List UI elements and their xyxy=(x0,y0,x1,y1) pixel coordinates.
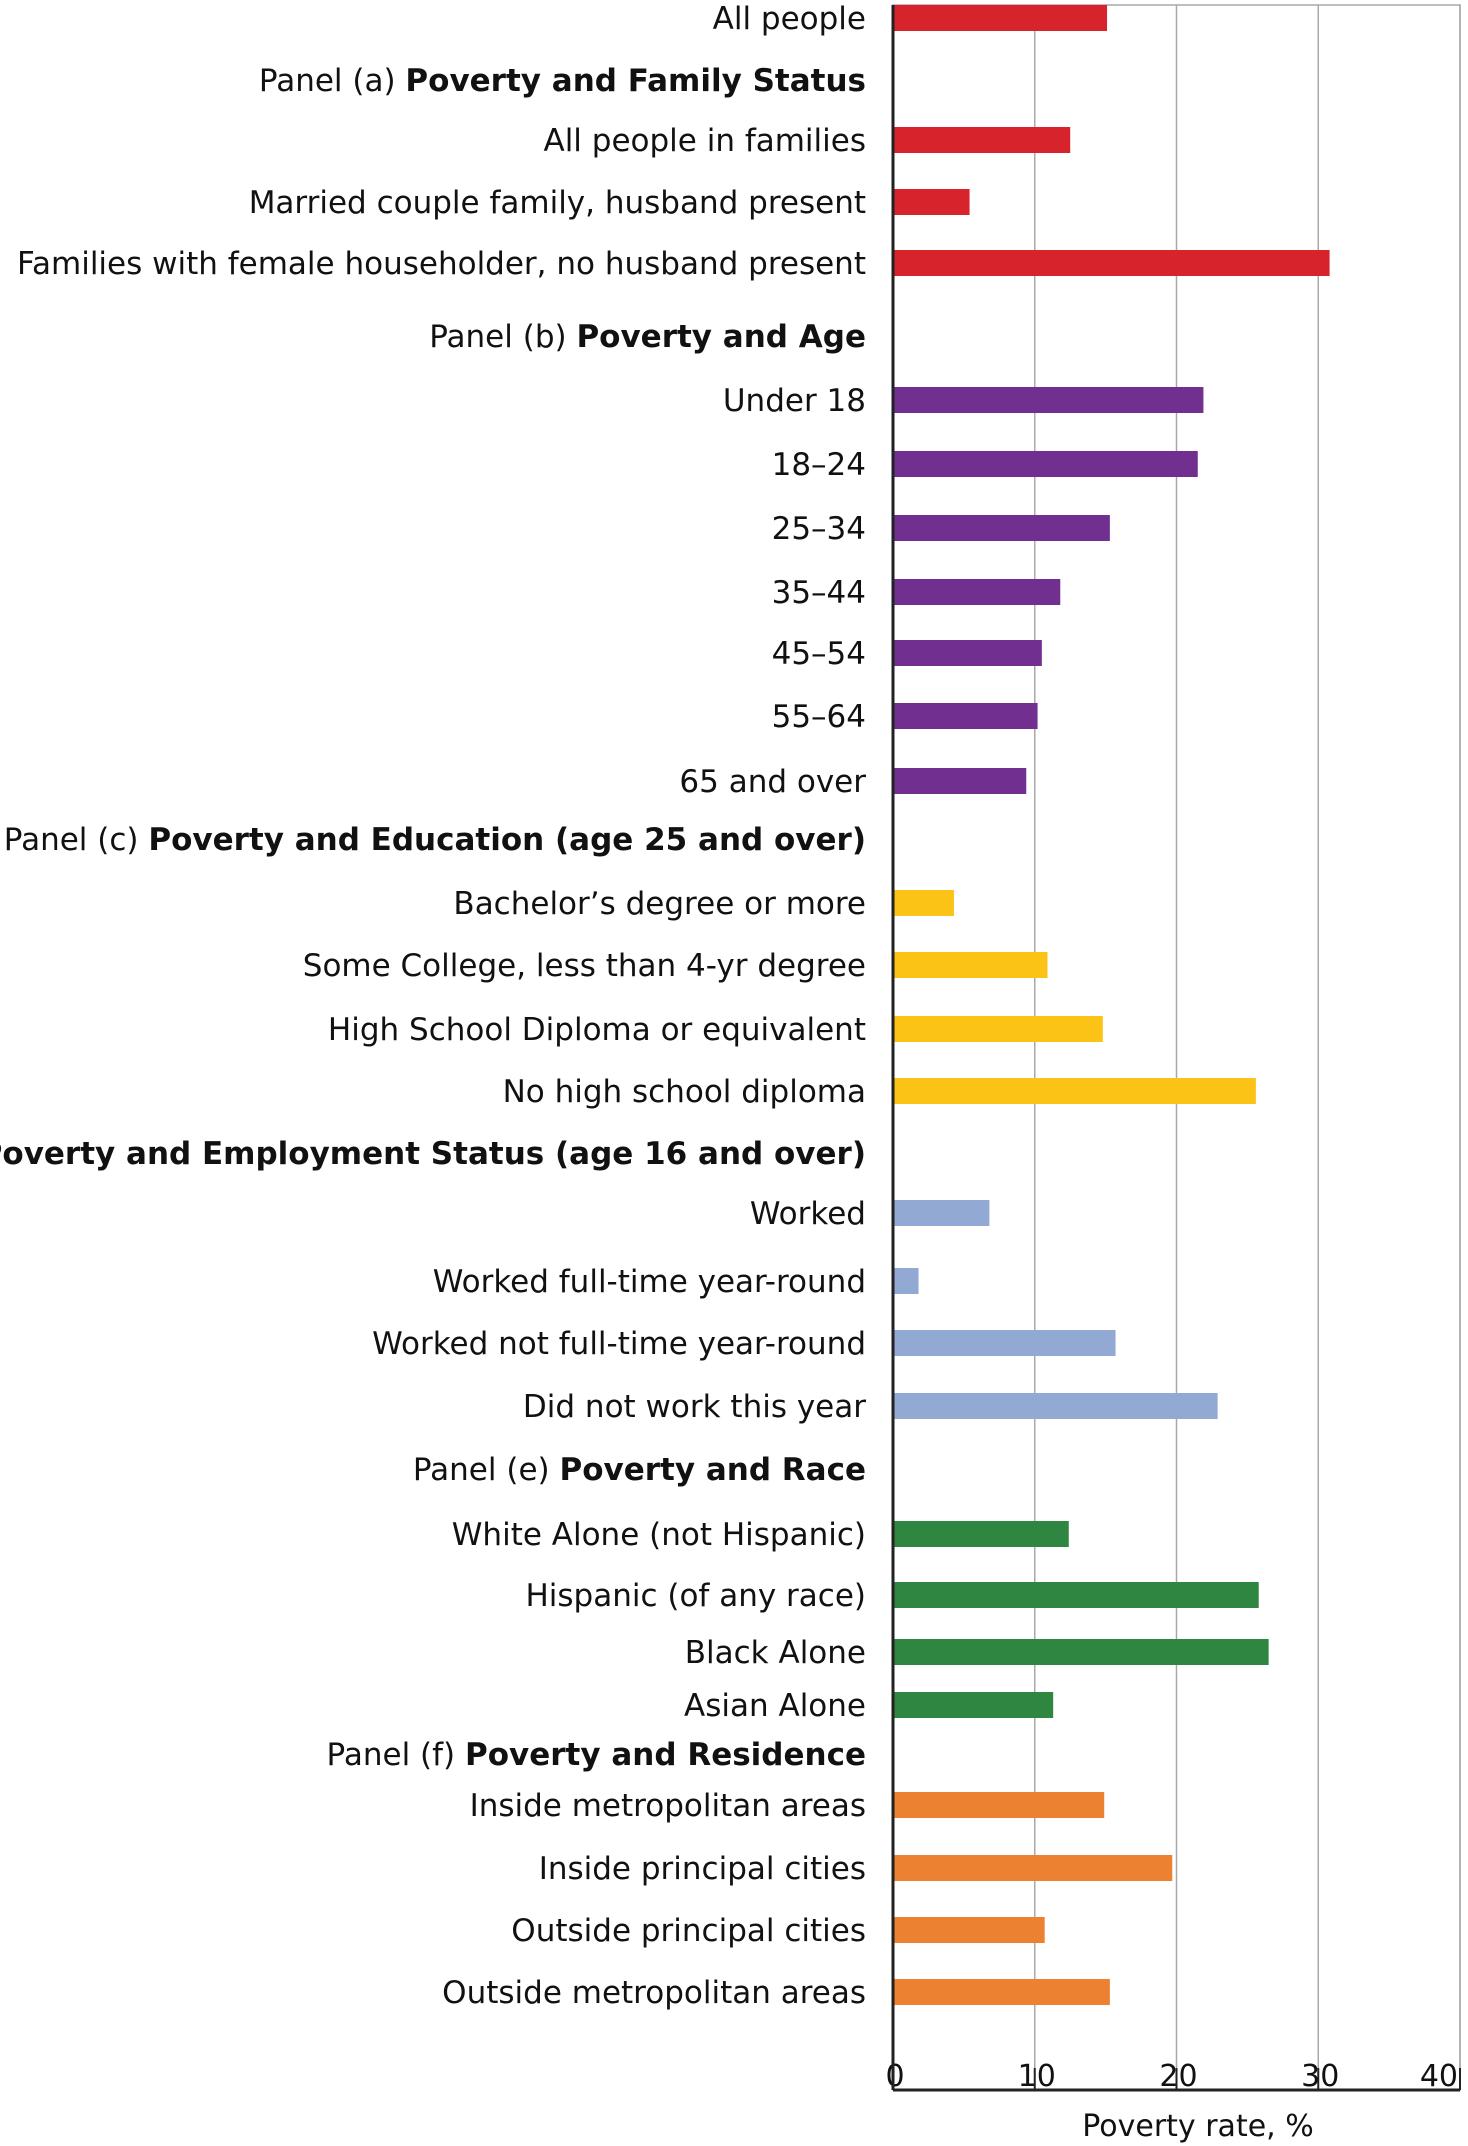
bar-some-college-less-than-4-yr-degree xyxy=(893,952,1048,978)
bar-worked xyxy=(893,1200,990,1226)
row-label-35-44: 35–44 xyxy=(772,575,866,611)
bar-outside-principal-cities xyxy=(893,1917,1045,1943)
row-label-hispanic-of-any-race: Hispanic (of any race) xyxy=(525,1578,866,1614)
panel-header-poverty-and-employment-status-age-16-and-over: Panel (d) Poverty and Employment Status … xyxy=(0,1136,866,1172)
row-label-outside-metropolitan-areas: Outside metropolitan areas xyxy=(442,1975,866,2011)
bar-inside-metropolitan-areas xyxy=(893,1792,1105,1818)
panel-header-poverty-and-age: Panel (b) Poverty and Age xyxy=(429,319,866,355)
bar-outside-metropolitan-areas xyxy=(893,1979,1110,2005)
x-tick-label-0: 0 xyxy=(885,2059,904,2094)
row-label-25-34: 25–34 xyxy=(772,511,866,547)
row-label-all-people-in-families: All people in families xyxy=(543,123,866,159)
row-label-married-couple-family-husband-present: Married couple family, husband present xyxy=(249,185,866,221)
bar-under-18 xyxy=(893,387,1204,413)
row-label-worked-full-time-year-round: Worked full-time year-round xyxy=(433,1264,866,1300)
bar-worked-full-time-year-round xyxy=(893,1268,919,1294)
row-label-did-not-work-this-year: Did not work this year xyxy=(523,1389,866,1425)
row-label-under-18: Under 18 xyxy=(723,383,866,419)
row-label-high-school-diploma-or-equivalent: High School Diploma or equivalent xyxy=(328,1012,866,1048)
row-label-asian-alone: Asian Alone xyxy=(684,1688,866,1724)
row-label-inside-metropolitan-areas: Inside metropolitan areas xyxy=(470,1788,866,1824)
row-label-black-alone: Black Alone xyxy=(685,1635,866,1671)
bar-bachelor-s-degree-or-more xyxy=(893,890,954,916)
row-label-worked: Worked xyxy=(750,1196,866,1232)
x-axis-title: Poverty rate, % xyxy=(1082,2109,1314,2144)
row-label-55-64: 55–64 xyxy=(772,699,866,735)
bar-white-alone-not-hispanic xyxy=(893,1521,1069,1547)
panel-header-poverty-and-race: Panel (e) Poverty and Race xyxy=(413,1452,866,1488)
row-label-18-24: 18–24 xyxy=(772,447,866,483)
bar-did-not-work-this-year xyxy=(893,1393,1218,1419)
bar-asian-alone xyxy=(893,1692,1054,1718)
row-label-worked-not-full-time-year-round: Worked not full-time year-round xyxy=(372,1326,866,1362)
row-label-45-54: 45–54 xyxy=(772,636,866,672)
bar-no-high-school-diploma xyxy=(893,1078,1256,1104)
bar-hispanic-of-any-race xyxy=(893,1582,1259,1608)
bar-all-people xyxy=(893,5,1108,31)
bar-black-alone xyxy=(893,1639,1269,1665)
bar-married-couple-family-husband-present xyxy=(893,189,970,215)
bar-high-school-diploma-or-equivalent xyxy=(893,1016,1103,1042)
bar-all-people-in-families xyxy=(893,127,1071,153)
bar-worked-not-full-time-year-round xyxy=(893,1330,1116,1356)
panel-header-poverty-and-education-age-25-and-over: Panel (c) Poverty and Education (age 25 … xyxy=(4,822,866,858)
bar-45-54 xyxy=(893,640,1042,666)
bar-families-with-female-householder-no-husband-present xyxy=(893,250,1330,276)
row-label-families-with-female-householder-no-husband-present: Families with female householder, no hus… xyxy=(17,246,866,282)
panel-header-poverty-and-family-status: Panel (a) Poverty and Family Status xyxy=(259,63,866,99)
row-label-all-people: All people xyxy=(713,1,866,37)
row-label-65-and-over: 65 and over xyxy=(679,764,866,800)
row-label-no-high-school-diploma: No high school diploma xyxy=(503,1074,866,1110)
x-tick-label-10: 10 xyxy=(1018,2059,1056,2094)
x-tick-label-20: 20 xyxy=(1159,2059,1197,2094)
bar-25-34 xyxy=(893,515,1110,541)
bar-inside-principal-cities xyxy=(893,1855,1173,1881)
row-label-bachelor-s-degree-or-more: Bachelor’s degree or more xyxy=(453,886,866,922)
panel-header-poverty-and-residence: Panel (f) Poverty and Residence xyxy=(327,1737,866,1773)
bar-18-24 xyxy=(893,451,1198,477)
bar-65-and-over xyxy=(893,768,1027,794)
x-tick-label-30: 30 xyxy=(1301,2059,1339,2094)
bar-35-44 xyxy=(893,579,1061,605)
row-label-white-alone-not-hispanic: White Alone (not Hispanic) xyxy=(452,1517,866,1553)
bar-55-64 xyxy=(893,703,1038,729)
x-tick-label-40: 40 xyxy=(1420,2059,1458,2094)
row-label-outside-principal-cities: Outside principal cities xyxy=(511,1913,866,1949)
row-label-inside-principal-cities: Inside principal cities xyxy=(539,1851,866,1887)
row-label-some-college-less-than-4-yr-degree: Some College, less than 4-yr degree xyxy=(303,948,866,984)
